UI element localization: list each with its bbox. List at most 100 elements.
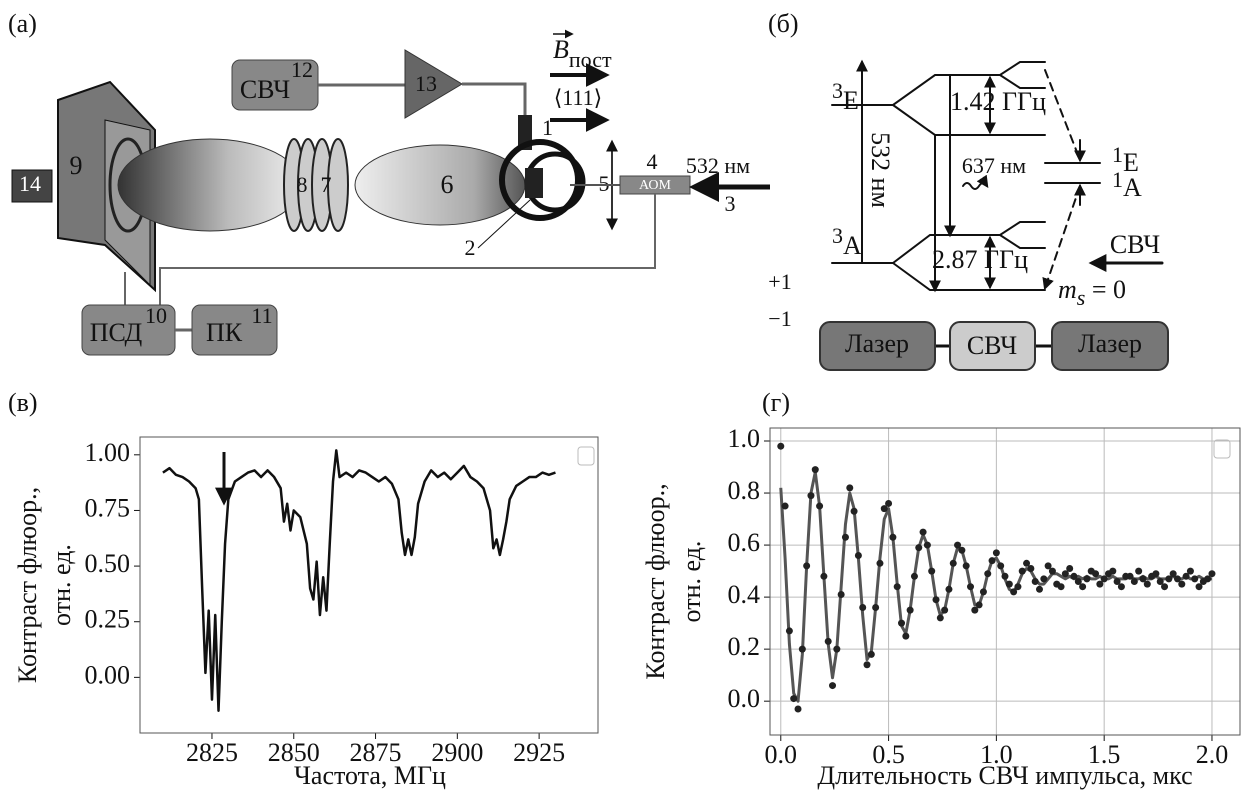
term: A (1123, 173, 1142, 202)
level-3e: 3E (832, 78, 859, 115)
panel-label: (г) (762, 388, 790, 417)
data-point (1191, 575, 1199, 583)
label-8: 8 (297, 172, 308, 197)
amplifier (404, 49, 463, 119)
y-tick-label: 0.4 (728, 580, 761, 609)
data-point (1057, 583, 1065, 591)
data-point (1014, 583, 1022, 591)
data-point (1066, 564, 1074, 572)
data-point (962, 562, 970, 570)
seq-box (949, 321, 1036, 371)
data-point (1117, 583, 1125, 591)
data-point (1178, 580, 1186, 588)
data-point (1018, 567, 1026, 575)
data-point (854, 551, 862, 559)
data-point (1173, 575, 1181, 583)
coil (499, 139, 581, 221)
sup: 1 (1112, 167, 1123, 192)
data-point (1161, 583, 1169, 591)
data-point (1096, 580, 1104, 588)
data-point (1113, 578, 1121, 585)
data-point (1204, 575, 1212, 583)
data-point (949, 559, 957, 567)
data-point (837, 591, 845, 599)
data-point (872, 604, 880, 612)
data-point (898, 619, 906, 627)
data-point (923, 541, 931, 549)
levels (831, 59, 1164, 293)
label-4: 4 (647, 149, 658, 174)
data-point (803, 562, 811, 570)
data-point (850, 507, 858, 515)
ms-minus: −1 (768, 306, 791, 331)
term: A (843, 231, 862, 260)
legend-box (577, 446, 595, 466)
y-axis-label: Контраст флюор., (641, 483, 670, 679)
data-point (902, 632, 910, 640)
data-point (1186, 567, 1194, 575)
lens (117, 138, 303, 232)
y-axis-label: Контраст флюор., (13, 487, 42, 683)
emission: 637 нм (962, 153, 1026, 178)
data-point (1005, 580, 1013, 588)
chart: (г) 0.0 0.2 0.4 0.6 0.8 1.0 0.0 0.5 1.0 1.5 2.0Длит… (641, 388, 1241, 790)
data-point (1061, 570, 1069, 578)
pump-label: 532 нм (866, 132, 895, 208)
data-point (1182, 572, 1190, 580)
data-point (1135, 567, 1143, 575)
data-point (1023, 559, 1031, 567)
pc-box (191, 304, 278, 356)
label-5: 5 (599, 171, 610, 196)
seq-label: Лазер (845, 329, 909, 358)
data-point (790, 695, 798, 703)
panel-a: (а) 14 9 8 7 6 СВЧ 12 13 1 2 Bпост ⟨111⟩… (8, 9, 770, 356)
data-point (1169, 570, 1177, 578)
data-point (928, 567, 936, 575)
data-point (1035, 585, 1043, 593)
data-point (885, 499, 893, 507)
data-point (979, 588, 987, 596)
data-point (777, 442, 785, 450)
data-point (1040, 575, 1048, 583)
pointer (477, 199, 531, 249)
data-point (971, 606, 979, 614)
psd-label: ПСД (90, 318, 143, 347)
label-3: 3 (725, 191, 736, 216)
label-13: 13 (415, 71, 437, 96)
seq-label: Лазер (1078, 329, 1142, 358)
data-point (807, 492, 815, 500)
panel-label: (в) (8, 388, 38, 417)
data-point (1156, 578, 1164, 585)
x-axis-label: Частота, МГц (294, 761, 446, 790)
panel-b: (б) 3E 3A 532 нм 1.42 ГГц 637 нм 1E 1A 2… (768, 9, 1169, 371)
x-tick-label: 2.0 (1196, 740, 1229, 769)
data-point (1143, 580, 1151, 588)
data-point (1165, 575, 1173, 583)
level-1a: 1A (1112, 167, 1142, 202)
level-3a: 3A (832, 223, 862, 260)
x-tick-label: 0.0 (765, 740, 798, 769)
data-point (846, 484, 854, 492)
data-point (1208, 570, 1216, 578)
direction: ⟨111⟩ (554, 85, 603, 110)
lens-stack (283, 138, 349, 232)
x-tick-label: 2900 (431, 738, 483, 767)
data-point (833, 645, 841, 653)
label-2: 2 (465, 235, 476, 260)
term: E (843, 86, 859, 115)
data-point (1195, 583, 1203, 591)
x-tick-label: 1.0 (980, 740, 1013, 769)
ms-sub: s (1077, 285, 1086, 310)
data-point (919, 528, 927, 536)
ms-label: ms = 0 (1058, 275, 1126, 310)
data-point (992, 549, 1000, 557)
data-point (1083, 575, 1091, 583)
sup: 1 (1112, 142, 1123, 167)
y-axis-label: отн. ед. (677, 541, 706, 623)
data-point (941, 606, 949, 614)
data-point (954, 541, 962, 549)
data-point (1074, 578, 1082, 585)
